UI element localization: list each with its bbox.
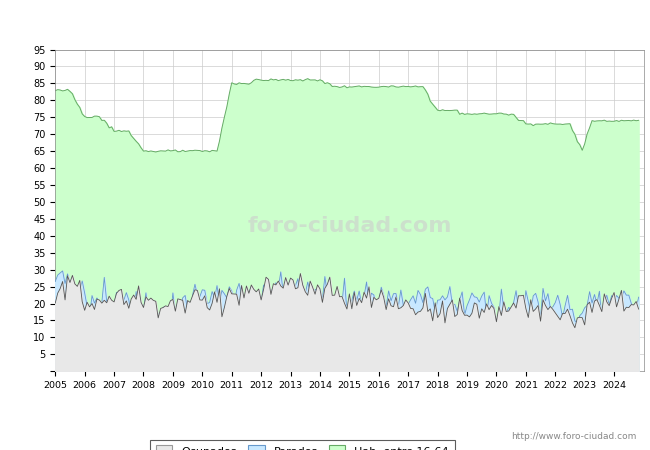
- Text: Villarta-Quintana - Evolucion de la poblacion en edad de Trabajar Noviembre de 2: Villarta-Quintana - Evolucion de la pobl…: [81, 18, 569, 29]
- Legend: Ocupados, Parados, Hab. entre 16-64: Ocupados, Parados, Hab. entre 16-64: [150, 440, 454, 450]
- Text: foro-ciudad.com: foro-ciudad.com: [247, 216, 452, 236]
- Text: http://www.foro-ciudad.com: http://www.foro-ciudad.com: [512, 432, 637, 441]
